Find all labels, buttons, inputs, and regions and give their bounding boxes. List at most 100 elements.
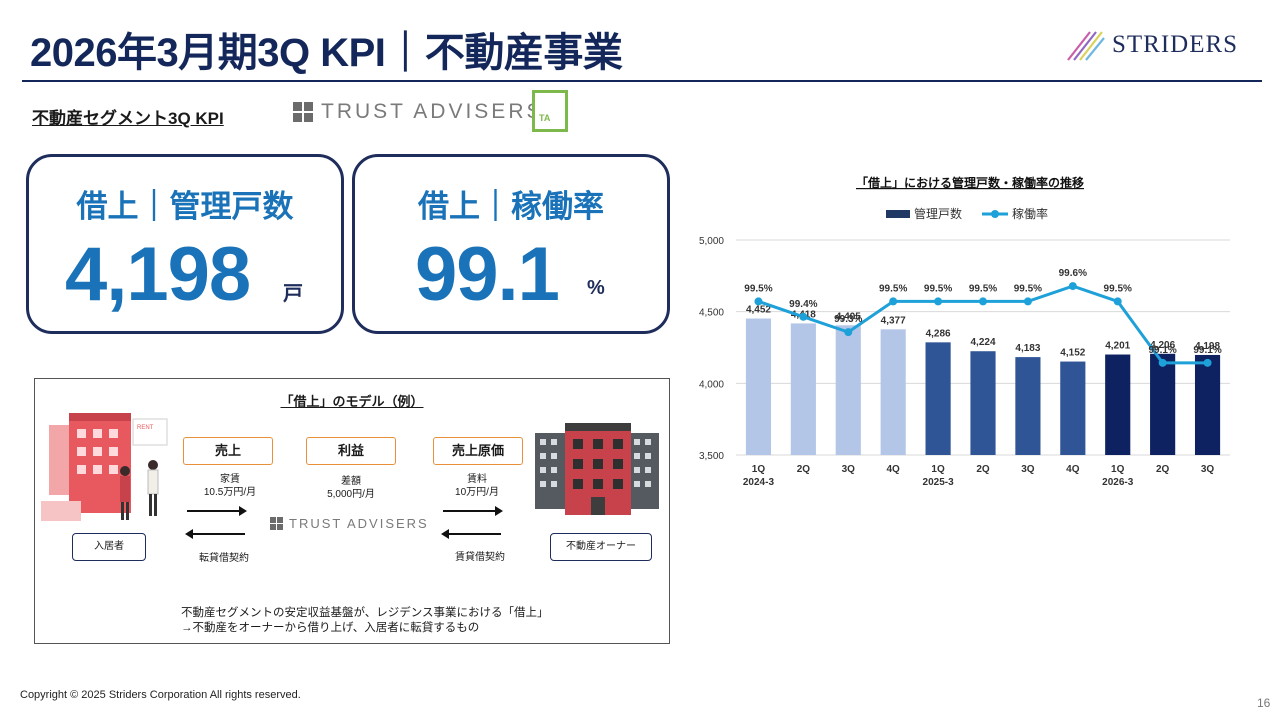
line-value-label: 99.5%	[1014, 283, 1042, 294]
bar-value-label: 4,224	[970, 337, 995, 348]
model-note: 不動産セグメントの安定収益基盤が、レジデンス事業における「借上」 →不動産をオー…	[181, 606, 549, 636]
lease-contract-text: 賃貸借契約	[455, 552, 505, 563]
trust-advisers-logo-text: TRUST ADVISERS	[321, 100, 544, 123]
x-tick-label: 1Q	[1111, 464, 1125, 475]
kpi-occupancy-value: 99.1	[415, 232, 560, 317]
bar	[790, 323, 816, 455]
bar-value-label: 4,405	[836, 311, 861, 322]
legend-bar-label: 管理戸数	[914, 206, 962, 221]
line-point	[1203, 358, 1212, 367]
ta-door-text: TA	[539, 113, 551, 123]
rent-out-arrow-icon	[443, 507, 503, 515]
bar-value-label: 4,206	[1150, 340, 1175, 351]
y-tick-label: 3,500	[699, 451, 724, 462]
fiscal-year-label: 2025-3	[923, 477, 955, 488]
bar-value-label: 4,183	[1015, 343, 1040, 354]
model-ta-squares-icon	[270, 517, 283, 530]
x-tick-label: 2Q	[1156, 464, 1170, 475]
model-note-line-2: →不動産をオーナーから借り上げ、入居者に転貸するもの	[181, 622, 480, 634]
copyright-footer: Copyright © 2025 Striders Corporation Al…	[20, 689, 301, 701]
kpi-card-units: 借上｜管理戸数 4,198 戸	[26, 154, 344, 334]
x-tick-label: 1Q	[752, 464, 766, 475]
trust-advisers-squares-icon	[293, 102, 313, 122]
bar	[745, 318, 772, 455]
bar-value-label: 4,286	[926, 328, 951, 339]
x-tick-label: 3Q	[1201, 464, 1215, 475]
line-value-label: 99.5%	[969, 283, 997, 294]
x-tick-label: 2Q	[976, 464, 990, 475]
ta-door-icon: TA	[532, 90, 568, 132]
units-occupancy-chart: 「借上」における管理戸数・稼働率の推移 管理戸数 稼働率 3,500 4,000 4,50…	[690, 170, 1250, 500]
line-value-label: 99.1%	[1148, 345, 1176, 356]
bar-value-label: 4,377	[881, 315, 906, 326]
title-divider	[22, 80, 1262, 82]
owner-box: 不動産オーナー	[550, 533, 652, 561]
building-with-people-illustration-icon: RENT	[41, 413, 168, 521]
tenant-rent-text: 家賃 10.5万円/月	[203, 474, 257, 498]
page-title: 2026年3月期3Q KPI｜不動産事業	[30, 31, 623, 75]
x-tick-label: 3Q	[1021, 464, 1035, 475]
bar	[880, 329, 906, 455]
line-value-label: 99.3%	[834, 314, 862, 325]
line-value-label: 99.5%	[744, 283, 772, 294]
legend-line-marker	[991, 210, 999, 218]
x-tick-label: 1Q	[931, 464, 945, 475]
kpi-units-value: 4,198	[65, 232, 251, 317]
y-tick-label: 5,000	[699, 236, 724, 247]
line-point	[1158, 358, 1167, 367]
kpi-occupancy-label: 借上｜稼働率	[418, 189, 604, 224]
line-point	[1023, 297, 1032, 306]
kpi-units-unit: 戸	[283, 283, 303, 305]
bar	[1105, 354, 1131, 455]
line-point	[799, 312, 808, 321]
line-point	[1068, 282, 1077, 291]
sublease-model-panel: 「借上」のモデル（例） RENT	[34, 378, 670, 644]
model-title: 「借上」のモデル（例）	[280, 394, 424, 409]
line-value-label: 99.5%	[924, 283, 952, 294]
line-value-label: 99.5%	[879, 283, 907, 294]
legend-line-label: 稼働率	[1012, 206, 1048, 221]
x-tick-label: 3Q	[842, 464, 856, 475]
line-point	[934, 297, 943, 306]
sublease-arrow-icon	[185, 530, 245, 538]
model-ta-logo-text: TRUST ADVISERS	[289, 516, 429, 531]
line-point	[844, 328, 853, 337]
chart-title: 「借上」における管理戸数・稼働率の推移	[856, 175, 1084, 190]
x-tick-label: 4Q	[1066, 464, 1080, 475]
kpi-units-label: 借上｜管理戸数	[76, 189, 294, 224]
bar-value-label: 4,452	[746, 305, 771, 316]
x-tick-label: 4Q	[887, 464, 901, 475]
bar	[970, 351, 996, 455]
line-point	[889, 297, 898, 306]
svg-text:RENT: RENT	[137, 425, 154, 431]
bar	[1150, 353, 1176, 455]
apartment-buildings-illustration-icon	[535, 423, 659, 515]
line-point	[979, 297, 987, 306]
legend-bar-swatch	[886, 210, 910, 218]
y-tick-label: 4,000	[699, 379, 724, 390]
line-value-label: 99.1%	[1193, 345, 1221, 356]
bar	[1060, 361, 1086, 455]
tenant-box: 入居者	[72, 533, 146, 561]
trust-advisers-logo: TRUST ADVISERS	[293, 100, 544, 124]
line-value-label: 99.6%	[1059, 268, 1087, 279]
model-trust-advisers-logo: TRUST ADVISERS	[270, 516, 429, 531]
sublease-contract-text: 転貸借契約	[199, 553, 249, 564]
bar	[1015, 357, 1041, 455]
striders-logo: STRIDERS	[1066, 28, 1238, 62]
margin-text: 差額 5,000円/月	[327, 476, 375, 500]
bar-value-label: 4,201	[1105, 341, 1130, 352]
lease-arrow-icon	[441, 530, 501, 538]
fiscal-year-label: 2026-3	[1102, 477, 1134, 488]
cost-pill: 売上原価	[433, 437, 523, 465]
model-note-line-1: 不動産セグメントの安定収益基盤が、レジデンス事業における「借上」	[181, 607, 549, 619]
line-point	[1113, 297, 1122, 306]
bar	[835, 325, 861, 455]
rent-in-arrow-icon	[187, 507, 247, 515]
sales-pill: 売上	[183, 437, 273, 465]
bar-value-label: 4,152	[1060, 348, 1085, 359]
bar	[1194, 354, 1221, 455]
owner-rent-text: 賃料 10万円/月	[455, 474, 499, 498]
line-value-label: 99.5%	[1104, 283, 1132, 294]
